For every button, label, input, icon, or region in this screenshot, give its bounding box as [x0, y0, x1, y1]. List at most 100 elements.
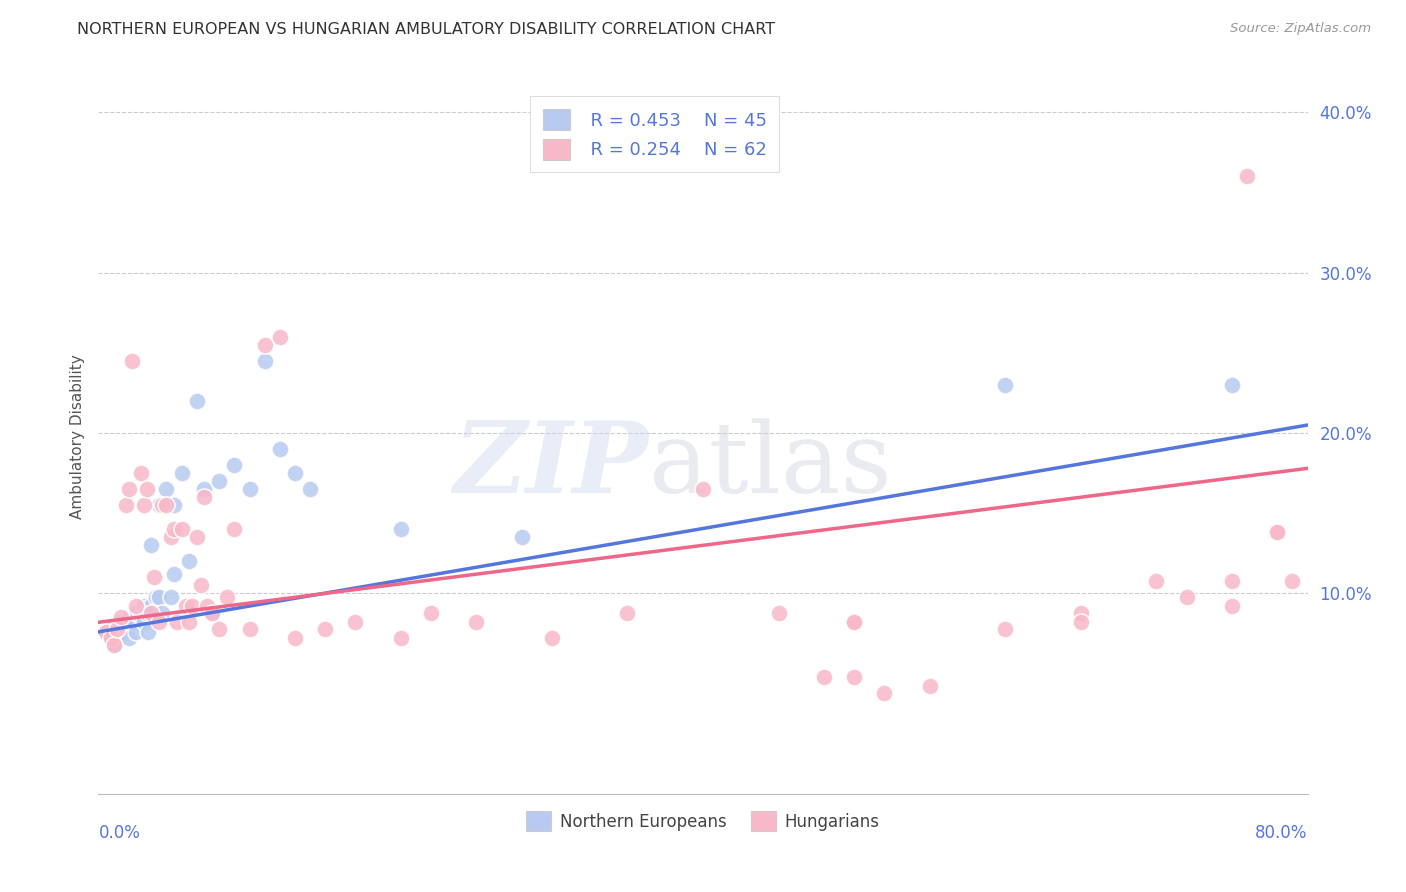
Point	[129, 608, 152, 623]
Point	[692, 482, 714, 496]
Point	[110, 610, 132, 624]
Point	[208, 622, 231, 636]
Point	[94, 624, 117, 639]
Point	[114, 498, 136, 512]
Point	[540, 632, 562, 646]
Point	[170, 522, 193, 536]
Point	[121, 615, 143, 630]
Point	[181, 599, 204, 614]
Point	[148, 590, 170, 604]
Point	[284, 466, 307, 480]
Point	[1070, 606, 1092, 620]
Point	[1070, 615, 1092, 630]
Point	[114, 620, 136, 634]
Point	[132, 498, 155, 512]
Point	[174, 599, 197, 614]
Point	[94, 624, 117, 639]
Point	[155, 498, 177, 512]
Point	[135, 606, 157, 620]
Point	[103, 638, 125, 652]
Point	[208, 474, 231, 488]
Point	[1267, 525, 1289, 540]
Point	[136, 624, 159, 639]
Point	[163, 498, 186, 512]
Point	[141, 599, 163, 614]
Point	[813, 670, 835, 684]
Point	[1281, 574, 1303, 588]
Point	[224, 522, 246, 536]
Point	[186, 530, 208, 544]
Text: Source: ZipAtlas.com: Source: ZipAtlas.com	[1230, 22, 1371, 36]
Point	[420, 606, 443, 620]
Point	[150, 498, 173, 512]
Point	[111, 624, 134, 639]
Point	[163, 522, 186, 536]
Point	[269, 330, 291, 344]
Point	[1175, 590, 1198, 604]
Text: ZIP: ZIP	[454, 417, 648, 514]
Text: 80.0%: 80.0%	[1256, 824, 1308, 842]
Point	[253, 354, 276, 368]
Point	[148, 615, 170, 630]
Point	[141, 606, 163, 620]
Point	[1144, 574, 1167, 588]
Point	[389, 632, 412, 646]
Point	[193, 482, 215, 496]
Point	[299, 482, 322, 496]
Point	[135, 482, 157, 496]
Point	[1267, 525, 1289, 540]
Point	[132, 615, 155, 630]
Point	[125, 624, 148, 639]
Point	[155, 482, 177, 496]
Point	[190, 578, 212, 592]
Point	[103, 638, 125, 652]
Point	[118, 482, 141, 496]
Point	[195, 599, 218, 614]
Point	[201, 606, 224, 620]
Point	[239, 622, 262, 636]
Point	[269, 442, 291, 456]
Point	[389, 522, 412, 536]
Point	[100, 632, 122, 646]
Point	[253, 338, 276, 352]
Point	[215, 590, 238, 604]
Point	[201, 606, 224, 620]
Point	[110, 615, 132, 630]
Point	[314, 622, 336, 636]
Point	[768, 606, 790, 620]
Point	[918, 680, 941, 694]
Point	[179, 554, 201, 568]
Point	[224, 458, 246, 472]
Point	[132, 599, 155, 614]
Point	[616, 606, 638, 620]
Text: NORTHERN EUROPEAN VS HUNGARIAN AMBULATORY DISABILITY CORRELATION CHART: NORTHERN EUROPEAN VS HUNGARIAN AMBULATOR…	[77, 22, 776, 37]
Point	[121, 354, 143, 368]
Point	[994, 378, 1017, 392]
Text: atlas: atlas	[648, 417, 891, 514]
Point	[873, 686, 896, 700]
Point	[129, 466, 152, 480]
Point	[160, 590, 183, 604]
Point	[163, 567, 186, 582]
Point	[143, 570, 166, 584]
Point	[1236, 169, 1258, 184]
Point	[141, 538, 163, 552]
Point	[1220, 378, 1243, 392]
Point	[118, 632, 141, 646]
Point	[145, 590, 167, 604]
Point	[107, 622, 129, 636]
Point	[166, 615, 188, 630]
Point	[100, 632, 122, 646]
Point	[150, 606, 173, 620]
Point	[103, 618, 125, 632]
Point	[284, 632, 307, 646]
Point	[105, 622, 128, 636]
Point	[510, 530, 533, 544]
Point	[1220, 574, 1243, 588]
Point	[125, 599, 148, 614]
Point	[125, 606, 148, 620]
Point	[118, 610, 141, 624]
Point	[465, 615, 488, 630]
Y-axis label: Ambulatory Disability: Ambulatory Disability	[69, 355, 84, 519]
Point	[239, 482, 262, 496]
